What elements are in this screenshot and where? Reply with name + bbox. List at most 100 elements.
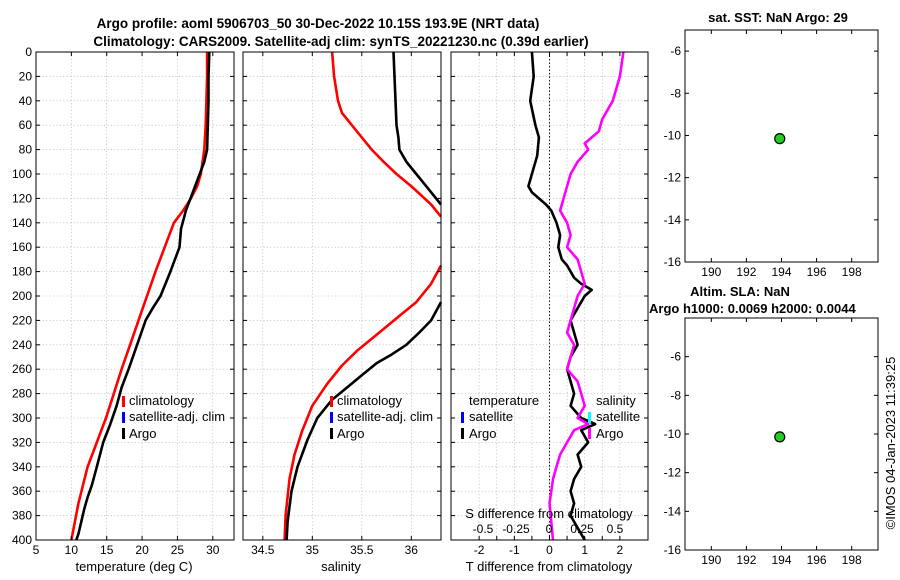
legend-head-salinity: salinity xyxy=(596,393,636,408)
y-tick-label: 60 xyxy=(19,118,33,132)
y-tick-label: 300 xyxy=(12,411,32,425)
sla-map-title: Altim. SLA: NaN xyxy=(690,284,790,299)
y-tick-label: 260 xyxy=(12,362,32,376)
x-tick-label: 5 xyxy=(33,543,40,557)
legend-head-temperature: temperature xyxy=(469,393,539,408)
x-tick-label: 194 xyxy=(771,553,791,567)
y-tick-label: -10 xyxy=(664,128,682,142)
legend-label-climatology: climatology xyxy=(337,393,403,408)
legend-swatch-satellite xyxy=(122,412,125,423)
legend-label-s-satellite: satellite xyxy=(596,409,640,424)
y-tick-label: -14 xyxy=(664,504,682,518)
y-tick-label: -16 xyxy=(664,543,682,557)
y-tick-label: -14 xyxy=(664,213,682,227)
series-line-s-argo xyxy=(548,51,625,541)
x-tick-label: 196 xyxy=(807,553,827,567)
sst-map-panel: 190 192 194 196 198 -6 -8 -10 -12 -14 -16 xyxy=(664,29,879,279)
x-tick-label: 190 xyxy=(701,553,721,567)
s-tick-label: -0.5 xyxy=(473,522,494,536)
figure-title-line1: Argo profile: aoml 5906703_50 30-Dec-202… xyxy=(97,16,540,31)
legend-swatch-t-satellite xyxy=(461,412,464,423)
legend-swatch-climatology xyxy=(330,396,333,407)
y-tick-label: 200 xyxy=(12,289,32,303)
legend-label-t-satellite: satellite xyxy=(469,409,513,424)
sla-map-panel: 190 192 194 196 198 -6 -8 -10 -12 -14 -16 xyxy=(664,317,879,567)
series-line-climatology xyxy=(330,51,443,218)
y-tick-label: 360 xyxy=(12,484,32,498)
argo-location-marker xyxy=(774,431,786,443)
x-tick-label: 35.5 xyxy=(350,543,374,557)
y-tick-label: -16 xyxy=(664,255,682,269)
x-tick-label: 10 xyxy=(65,543,79,557)
series-line-climatology xyxy=(70,52,209,541)
x-tick-label: 15 xyxy=(100,543,114,557)
imos-watermark: ©IMOS 04-Jan-2023 11:39:25 xyxy=(883,357,898,530)
x-tick-label: 36 xyxy=(405,543,419,557)
y-tick-label: 140 xyxy=(12,216,32,230)
y-tick-label: 180 xyxy=(12,265,32,279)
y-tick-label: 340 xyxy=(12,460,32,474)
y-tick-label: 160 xyxy=(12,240,32,254)
legend-swatch-argo xyxy=(122,428,125,439)
legend-label-argo: Argo xyxy=(129,426,156,441)
y-tick-label: -12 xyxy=(664,171,682,185)
sla-map-subtitle: Argo h1000: 0.0069 h2000: 0.0044 xyxy=(649,301,856,316)
x-tick-label: -2 xyxy=(474,543,485,557)
temperature-xlabel: temperature (deg C) xyxy=(75,559,192,574)
s-difference-ticks: -0.5 -0.25 0 0.25 0.5 xyxy=(473,522,624,536)
sst-map-title: sat. SST: NaN Argo: 29 xyxy=(708,10,848,25)
x-tick-label: 20 xyxy=(135,543,149,557)
y-tick-label: 0 xyxy=(25,45,32,59)
x-tick-label: 34.5 xyxy=(251,543,275,557)
y-tick-label: 20 xyxy=(19,69,33,83)
y-tick-label: 100 xyxy=(12,167,32,181)
y-tick-label: 380 xyxy=(12,509,32,523)
y-tick-label: -6 xyxy=(670,44,681,58)
s-tick-label: 0.5 xyxy=(607,522,624,536)
x-tick-label: 198 xyxy=(842,553,862,567)
axes-frame xyxy=(684,29,879,263)
series-line-argo xyxy=(75,51,211,541)
y-tick-label: 400 xyxy=(12,533,32,547)
s-difference-label: S difference from climatology xyxy=(465,506,633,521)
y-tick-label: -8 xyxy=(670,388,681,402)
salinity-panel: 34.5 35 35.5 36 xyxy=(242,51,443,557)
x-tick-label: 192 xyxy=(736,553,756,567)
y-tick-label: -8 xyxy=(670,86,681,100)
y-tick-label: 40 xyxy=(19,94,33,108)
legend-label-satellite: satellite-adj. clim xyxy=(129,409,225,424)
s-tick-label: 0.25 xyxy=(570,522,594,536)
s-tick-label: 0 xyxy=(546,522,553,536)
legend-label-s-argo: Argo xyxy=(596,426,623,441)
y-tick-label: 240 xyxy=(12,338,32,352)
y-tick-label: 220 xyxy=(12,313,32,327)
y-tick-label: 280 xyxy=(12,387,32,401)
s-tick-label: -0.25 xyxy=(502,522,530,536)
legend-swatch-climatology xyxy=(122,396,125,407)
series-line-argo xyxy=(285,301,443,541)
difference-xlabel: T difference from climatology xyxy=(466,559,633,574)
x-tick-label: 2 xyxy=(617,543,624,557)
salinity-legend: climatology satellite-adj. clim Argo xyxy=(330,393,433,441)
x-tick-label: -1 xyxy=(509,543,520,557)
x-tick-label: 190 xyxy=(701,265,721,279)
temperature-panel: 5 10 15 20 25 300 20 40 60 80 100 120 140 160 180 200 22… xyxy=(12,45,235,557)
temperature-legend: climatology satellite-adj. clim Argo xyxy=(122,393,225,441)
x-tick-label: 1 xyxy=(581,543,588,557)
legend-label-climatology: climatology xyxy=(129,393,195,408)
argo-location-marker xyxy=(774,133,786,145)
legend-swatch-s-argo xyxy=(588,428,591,439)
legend-label-t-argo: Argo xyxy=(469,426,496,441)
x-tick-label: 25 xyxy=(171,543,185,557)
y-tick-label: 320 xyxy=(12,435,32,449)
series-line-argo xyxy=(392,51,443,206)
y-tick-label: 80 xyxy=(19,143,33,157)
y-tick-label: -6 xyxy=(670,350,681,364)
x-tick-label: 192 xyxy=(736,265,756,279)
y-tick-label: 120 xyxy=(12,191,32,205)
x-tick-label: 194 xyxy=(771,265,791,279)
legend-swatch-argo xyxy=(330,428,333,439)
difference-legend: temperature satellite Argo salinity sate… xyxy=(461,393,640,441)
legend-label-satellite: satellite-adj. clim xyxy=(337,409,433,424)
